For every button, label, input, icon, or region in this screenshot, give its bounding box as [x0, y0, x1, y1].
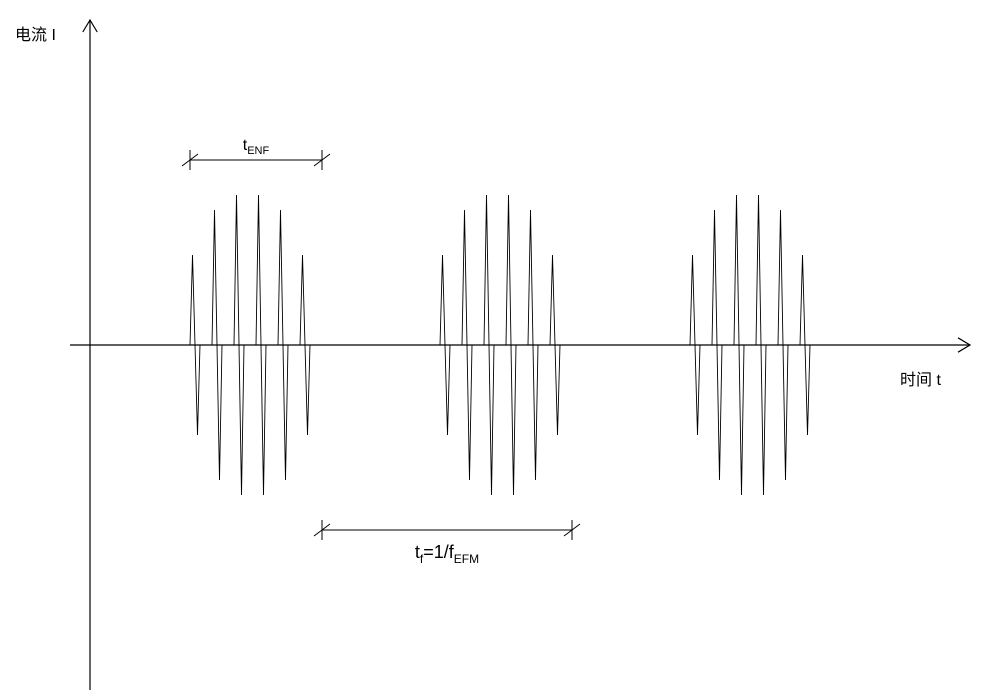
- dim-tf-label: tf=1/fEFM: [415, 542, 479, 566]
- waveform-burst-1: [190, 195, 310, 495]
- x-axis-label: 时间 t: [900, 371, 941, 389]
- dim-tenf-label: tENF: [243, 137, 270, 157]
- y-axis-label: 电流 I: [15, 26, 56, 44]
- waveform-burst-3: [690, 195, 810, 495]
- waveform-burst-2: [440, 195, 560, 495]
